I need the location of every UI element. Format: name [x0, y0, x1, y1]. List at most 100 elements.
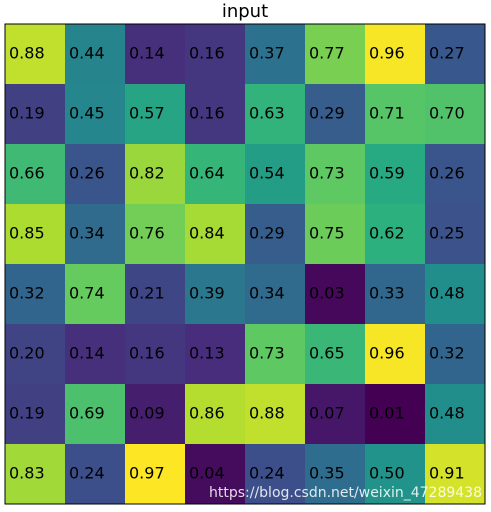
cell-label: 0.96: [369, 44, 405, 63]
heatmap-cell: [245, 144, 305, 204]
heatmap-cell: [245, 444, 305, 504]
heatmap-cell: [125, 444, 185, 504]
heatmap-cell: [245, 204, 305, 264]
heatmap-cell: [365, 84, 425, 144]
heatmap-cell: [65, 324, 125, 384]
cell-label: 0.84: [189, 224, 225, 243]
cell-label: 0.77: [309, 44, 345, 63]
cell-label: 0.32: [429, 344, 465, 363]
heatmap-cell: [5, 24, 65, 84]
cell-label: 0.32: [9, 284, 45, 303]
cell-label: 0.88: [9, 44, 45, 63]
heatmap-cell: [125, 384, 185, 444]
cell-label: 0.82: [129, 164, 165, 183]
cell-label: 0.16: [189, 44, 225, 63]
cell-label: 0.48: [429, 404, 465, 423]
heatmap-cell: [425, 264, 485, 324]
heatmap-cell: [425, 324, 485, 384]
heatmap-cell: [305, 84, 365, 144]
heatmap-cell: [5, 324, 65, 384]
heatmap-cell: [305, 324, 365, 384]
cell-label: 0.39: [189, 284, 225, 303]
cell-label: 0.33: [369, 284, 405, 303]
cell-label: 0.19: [9, 104, 45, 123]
heatmap-cell: [65, 204, 125, 264]
heatmap-cell: [245, 384, 305, 444]
cell-label: 0.09: [129, 404, 165, 423]
heatmap-cell: [125, 324, 185, 384]
heatmap-cell: [65, 144, 125, 204]
heatmap-cell: [65, 384, 125, 444]
heatmap-cell: [305, 144, 365, 204]
heatmap-cell: [125, 264, 185, 324]
heatmap-cell: [305, 24, 365, 84]
heatmap-cell: [245, 264, 305, 324]
heatmap-cell: [5, 204, 65, 264]
heatmap-cell: [245, 24, 305, 84]
cell-label: 0.91: [429, 464, 465, 483]
cell-label: 0.20: [9, 344, 45, 363]
cell-label: 0.63: [249, 104, 285, 123]
cell-label: 0.54: [249, 164, 285, 183]
heatmap-cell: [365, 264, 425, 324]
heatmap-cell: [125, 24, 185, 84]
heatmap-cell: [365, 384, 425, 444]
heatmap-cell: [425, 444, 485, 504]
cell-label: 0.76: [129, 224, 165, 243]
heatmap-cell: [245, 324, 305, 384]
heatmap-cell: [5, 144, 65, 204]
cell-label: 0.50: [369, 464, 405, 483]
heatmap-cell: [185, 264, 245, 324]
heatmap-cell: [365, 144, 425, 204]
cell-label: 0.71: [369, 104, 405, 123]
heatmap-cell: [425, 204, 485, 264]
heatmap-cell: [185, 444, 245, 504]
heatmap-cell: [65, 84, 125, 144]
heatmap-cell: [65, 264, 125, 324]
cell-label: 0.62: [369, 224, 405, 243]
heatmap-cell: [365, 444, 425, 504]
heatmap-cell: [305, 264, 365, 324]
heatmap-cell: [185, 24, 245, 84]
cell-label: 0.96: [369, 344, 405, 363]
cell-label: 0.16: [189, 104, 225, 123]
heatmap-cell: [305, 204, 365, 264]
heatmap-cell: [365, 204, 425, 264]
cell-label: 0.37: [249, 44, 285, 63]
heatmap-cell: [185, 144, 245, 204]
cell-label: 0.26: [69, 164, 105, 183]
cell-label: 0.86: [189, 404, 225, 423]
heatmap-cell: [425, 24, 485, 84]
heatmap-cell: [185, 324, 245, 384]
cell-label: 0.73: [249, 344, 285, 363]
cell-label: 0.21: [129, 284, 165, 303]
cell-label: 0.29: [309, 104, 345, 123]
heatmap-cell: [185, 84, 245, 144]
heatmap-cell: [245, 84, 305, 144]
cell-label: 0.57: [129, 104, 165, 123]
cell-label: 0.13: [189, 344, 225, 363]
cell-label: 0.85: [9, 224, 45, 243]
heatmap-cell: [365, 24, 425, 84]
heatmap-cell: [365, 324, 425, 384]
heatmap-cell: [125, 204, 185, 264]
cell-label: 0.66: [9, 164, 45, 183]
heatmap-cell: [305, 444, 365, 504]
cell-label: 0.69: [69, 404, 105, 423]
chart-title: input: [222, 1, 268, 22]
cell-label: 0.73: [309, 164, 345, 183]
heatmap-cell: [125, 144, 185, 204]
heatmap-cell: [5, 264, 65, 324]
cell-label: 0.65: [309, 344, 345, 363]
cell-label: 0.64: [189, 164, 225, 183]
cell-label: 0.07: [309, 404, 345, 423]
cell-label: 0.88: [249, 404, 285, 423]
heatmap-cell: [65, 24, 125, 84]
cell-label: 0.24: [249, 464, 285, 483]
cell-label: 0.27: [429, 44, 465, 63]
cell-label: 0.14: [69, 344, 105, 363]
cell-label: 0.75: [309, 224, 345, 243]
cell-label: 0.83: [9, 464, 45, 483]
cell-label: 0.25: [429, 224, 465, 243]
